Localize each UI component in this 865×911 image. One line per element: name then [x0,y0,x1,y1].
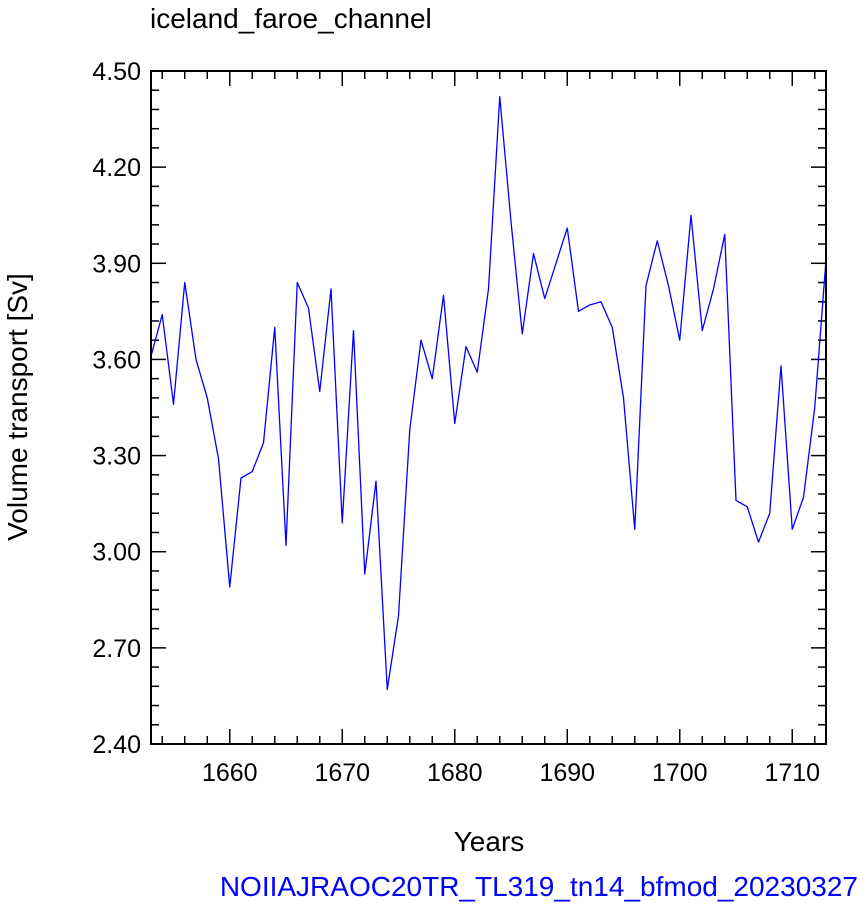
x-tick-label: 1680 [427,759,483,787]
y-axis-label: Volume transport [Sv] [2,273,33,541]
x-tick-label: 1670 [314,759,370,787]
x-tick-label: 1710 [764,759,820,787]
y-tick-label: 4.20 [92,154,141,182]
footer-label: NOIIAJRAOC20TR_TL319_tn14_bfmod_20230327 [220,871,858,902]
y-tick-label: 2.40 [92,731,141,759]
y-tick-label: 3.00 [92,539,141,567]
x-axis-label: Years [454,826,525,857]
x-tick-label: 1690 [539,759,595,787]
y-tick-label: 4.50 [92,58,141,86]
chart-title: iceland_faroe_channel [150,3,432,34]
y-tick-label: 3.60 [92,346,141,374]
y-tick-label: 3.30 [92,443,141,471]
series-line [150,95,827,691]
y-tick-label: 2.70 [92,635,141,663]
plot-frame [150,70,827,745]
y-tick-labels: 2.40 2.70 3.00 3.30 3.60 3.90 4.20 4.50 [92,58,141,759]
x-tick-label: 1700 [652,759,708,787]
y-tick-label: 3.90 [92,250,141,278]
x-tick-labels: 1660 1670 1680 1690 1700 1710 [202,759,820,787]
x-tick-label: 1660 [202,759,258,787]
axis-ticks [151,70,826,745]
